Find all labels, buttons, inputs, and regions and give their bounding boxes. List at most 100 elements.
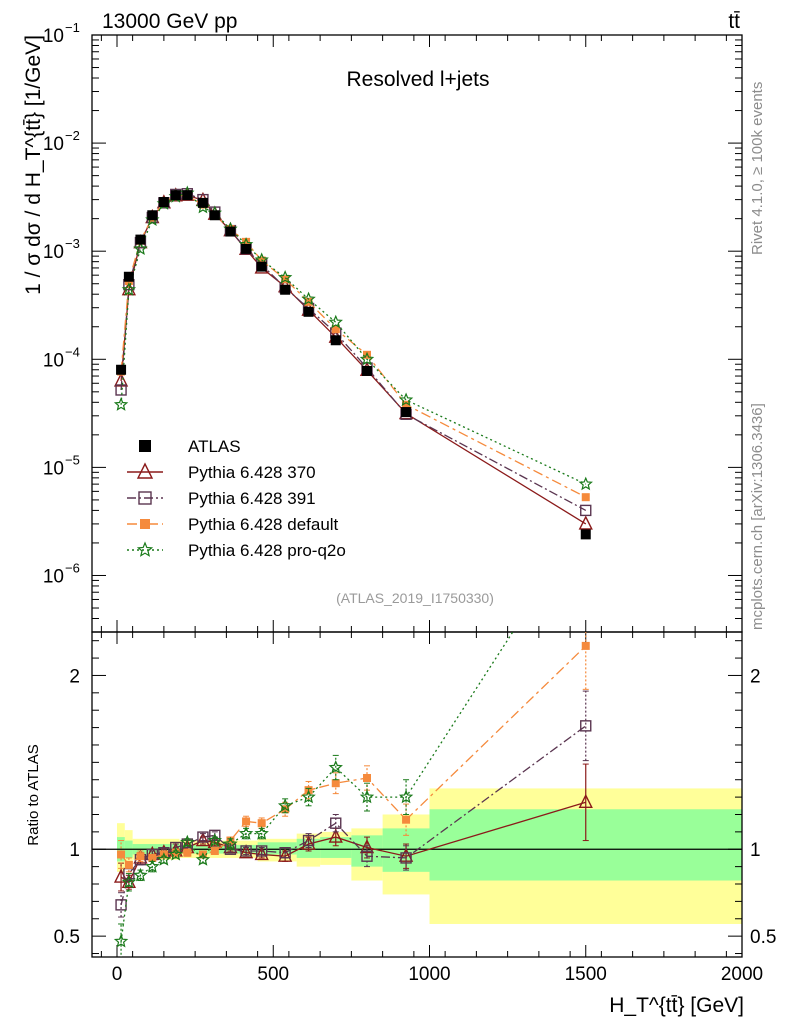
ratio-series-point (331, 779, 340, 788)
main-series-point (402, 400, 411, 409)
ratio-series-point (581, 641, 590, 650)
main-series-pythia-6-428-370 (113, 186, 593, 530)
main-series-point (133, 241, 148, 256)
main-series-point (331, 325, 340, 334)
data-point (182, 190, 193, 201)
ratio-y-axis-label: Ratio to ATLAS (25, 744, 42, 845)
legend-marker (136, 541, 154, 557)
ratio-y-tick-label-right: 2 (750, 666, 761, 687)
y-tick-label: 10 (43, 26, 64, 47)
ratio-series-point (398, 789, 414, 804)
data-point (280, 284, 291, 295)
main-series-group (113, 185, 593, 540)
ratio-series-point (257, 819, 266, 828)
legend-label: Pythia 6.428 pro-q2o (188, 541, 346, 560)
y-tick-label-exponent: −6 (65, 560, 80, 575)
ratio-y-tick-label-right: 0.5 (750, 927, 776, 948)
legend: ATLAS Pythia 6.428 370 Pythia 6.428 391 Pyt… (127, 437, 346, 560)
ratio-series-point (197, 831, 209, 843)
main-series-point (277, 270, 293, 284)
analysis-id-label: (ATLAS_2019_I1750330) (336, 590, 494, 606)
ratio-series-point (180, 834, 195, 849)
ratio-series-point (238, 844, 254, 859)
main-series-point (281, 275, 290, 284)
process-label: tt̄ (728, 10, 740, 33)
legend-entry: Pythia 6.428 pro-q2o (127, 541, 346, 560)
data-point (580, 529, 591, 540)
ratio-series-point (195, 831, 211, 847)
y-tick-label: 10 (43, 242, 64, 263)
ratio-series-point (279, 847, 291, 859)
y-tick-label-exponent: −1 (65, 20, 80, 35)
main-series-point (581, 493, 590, 502)
ratio-series-point (148, 853, 157, 862)
ratio-panel-frame (91, 631, 743, 958)
x-tick-label: 500 (257, 964, 289, 985)
ratio-series-group (113, 632, 593, 957)
y-tick-label-exponent: −3 (65, 236, 80, 251)
x-tick-label: 2000 (721, 964, 763, 985)
legend-entry: Pythia 6.428 default (127, 515, 339, 534)
ratio-series-point (255, 845, 268, 857)
ratio-series-line (120, 632, 514, 942)
legend-label: ATLAS (188, 437, 241, 456)
ratio-series-line (120, 725, 587, 906)
main-series-point (115, 384, 127, 396)
main-series-point (121, 282, 137, 296)
legend-marker (136, 462, 154, 479)
rivet-version-label: Rivet 4.1.0, ≥ 100k events (749, 82, 766, 255)
ratio-series-point (400, 852, 412, 864)
ratio-series-point (210, 846, 219, 855)
y-tick-label: 10 (43, 458, 64, 479)
main-series-point (398, 392, 414, 407)
ratio-series-point (156, 852, 172, 866)
y-tick-label: 10 (43, 350, 64, 371)
ratio-series-point (328, 759, 343, 774)
legend-label: Pythia 6.428 370 (188, 463, 316, 482)
ratio-series-point (168, 846, 183, 861)
y-tick-label-exponent: −2 (65, 128, 80, 143)
ratio-series-point (281, 805, 290, 814)
y-tick-label-exponent: −5 (65, 452, 80, 467)
main-series-line (120, 192, 587, 485)
main-series-pythia-6-428-pro-q2o (113, 185, 593, 491)
data-point (116, 364, 127, 375)
x-tick-label: 1500 (565, 964, 607, 985)
data-point (330, 335, 341, 346)
ratio-series-point (145, 859, 160, 873)
ratio-series-point (301, 835, 316, 850)
ratio-series-point (578, 793, 593, 809)
data-point (123, 271, 134, 282)
ratio-series-point (121, 873, 137, 888)
main-series-point (301, 291, 316, 306)
ratio-y-tick-label: 0.5 (54, 927, 80, 948)
data-point (303, 306, 314, 317)
ratio-series-point (328, 828, 343, 843)
data-point (197, 197, 208, 208)
data-series-atlas (116, 190, 591, 540)
ratio-series-point (254, 826, 269, 840)
ratio-series-point (136, 852, 145, 861)
main-series-point (242, 237, 251, 246)
chart-title: Resolved l+jets (347, 68, 490, 91)
ratio-series-point (124, 860, 133, 869)
ratio-series-point (113, 933, 129, 948)
legend-label: Pythia 6.428 391 (188, 489, 316, 508)
ratio-series-point (359, 838, 375, 854)
main-series-point (578, 515, 593, 530)
x-tick-label: 1000 (408, 964, 450, 985)
ratio-series-point (330, 817, 342, 829)
main-series-point (328, 314, 343, 329)
ratio-y-tick-label-right: 1 (750, 840, 761, 861)
main-series-point (578, 476, 593, 491)
data-point (241, 243, 252, 254)
main-series-point (580, 504, 592, 517)
ratio-series-point (195, 852, 211, 866)
data-point (147, 210, 158, 221)
ratio-series-point (223, 836, 238, 851)
ratio-series-point (242, 817, 251, 826)
main-y-axis-label: 1 / σ dσ / d H_T^{tt̄} [1/GeV] (22, 35, 45, 295)
ratio-series-point (238, 826, 254, 840)
ratio-series-point (402, 815, 411, 824)
